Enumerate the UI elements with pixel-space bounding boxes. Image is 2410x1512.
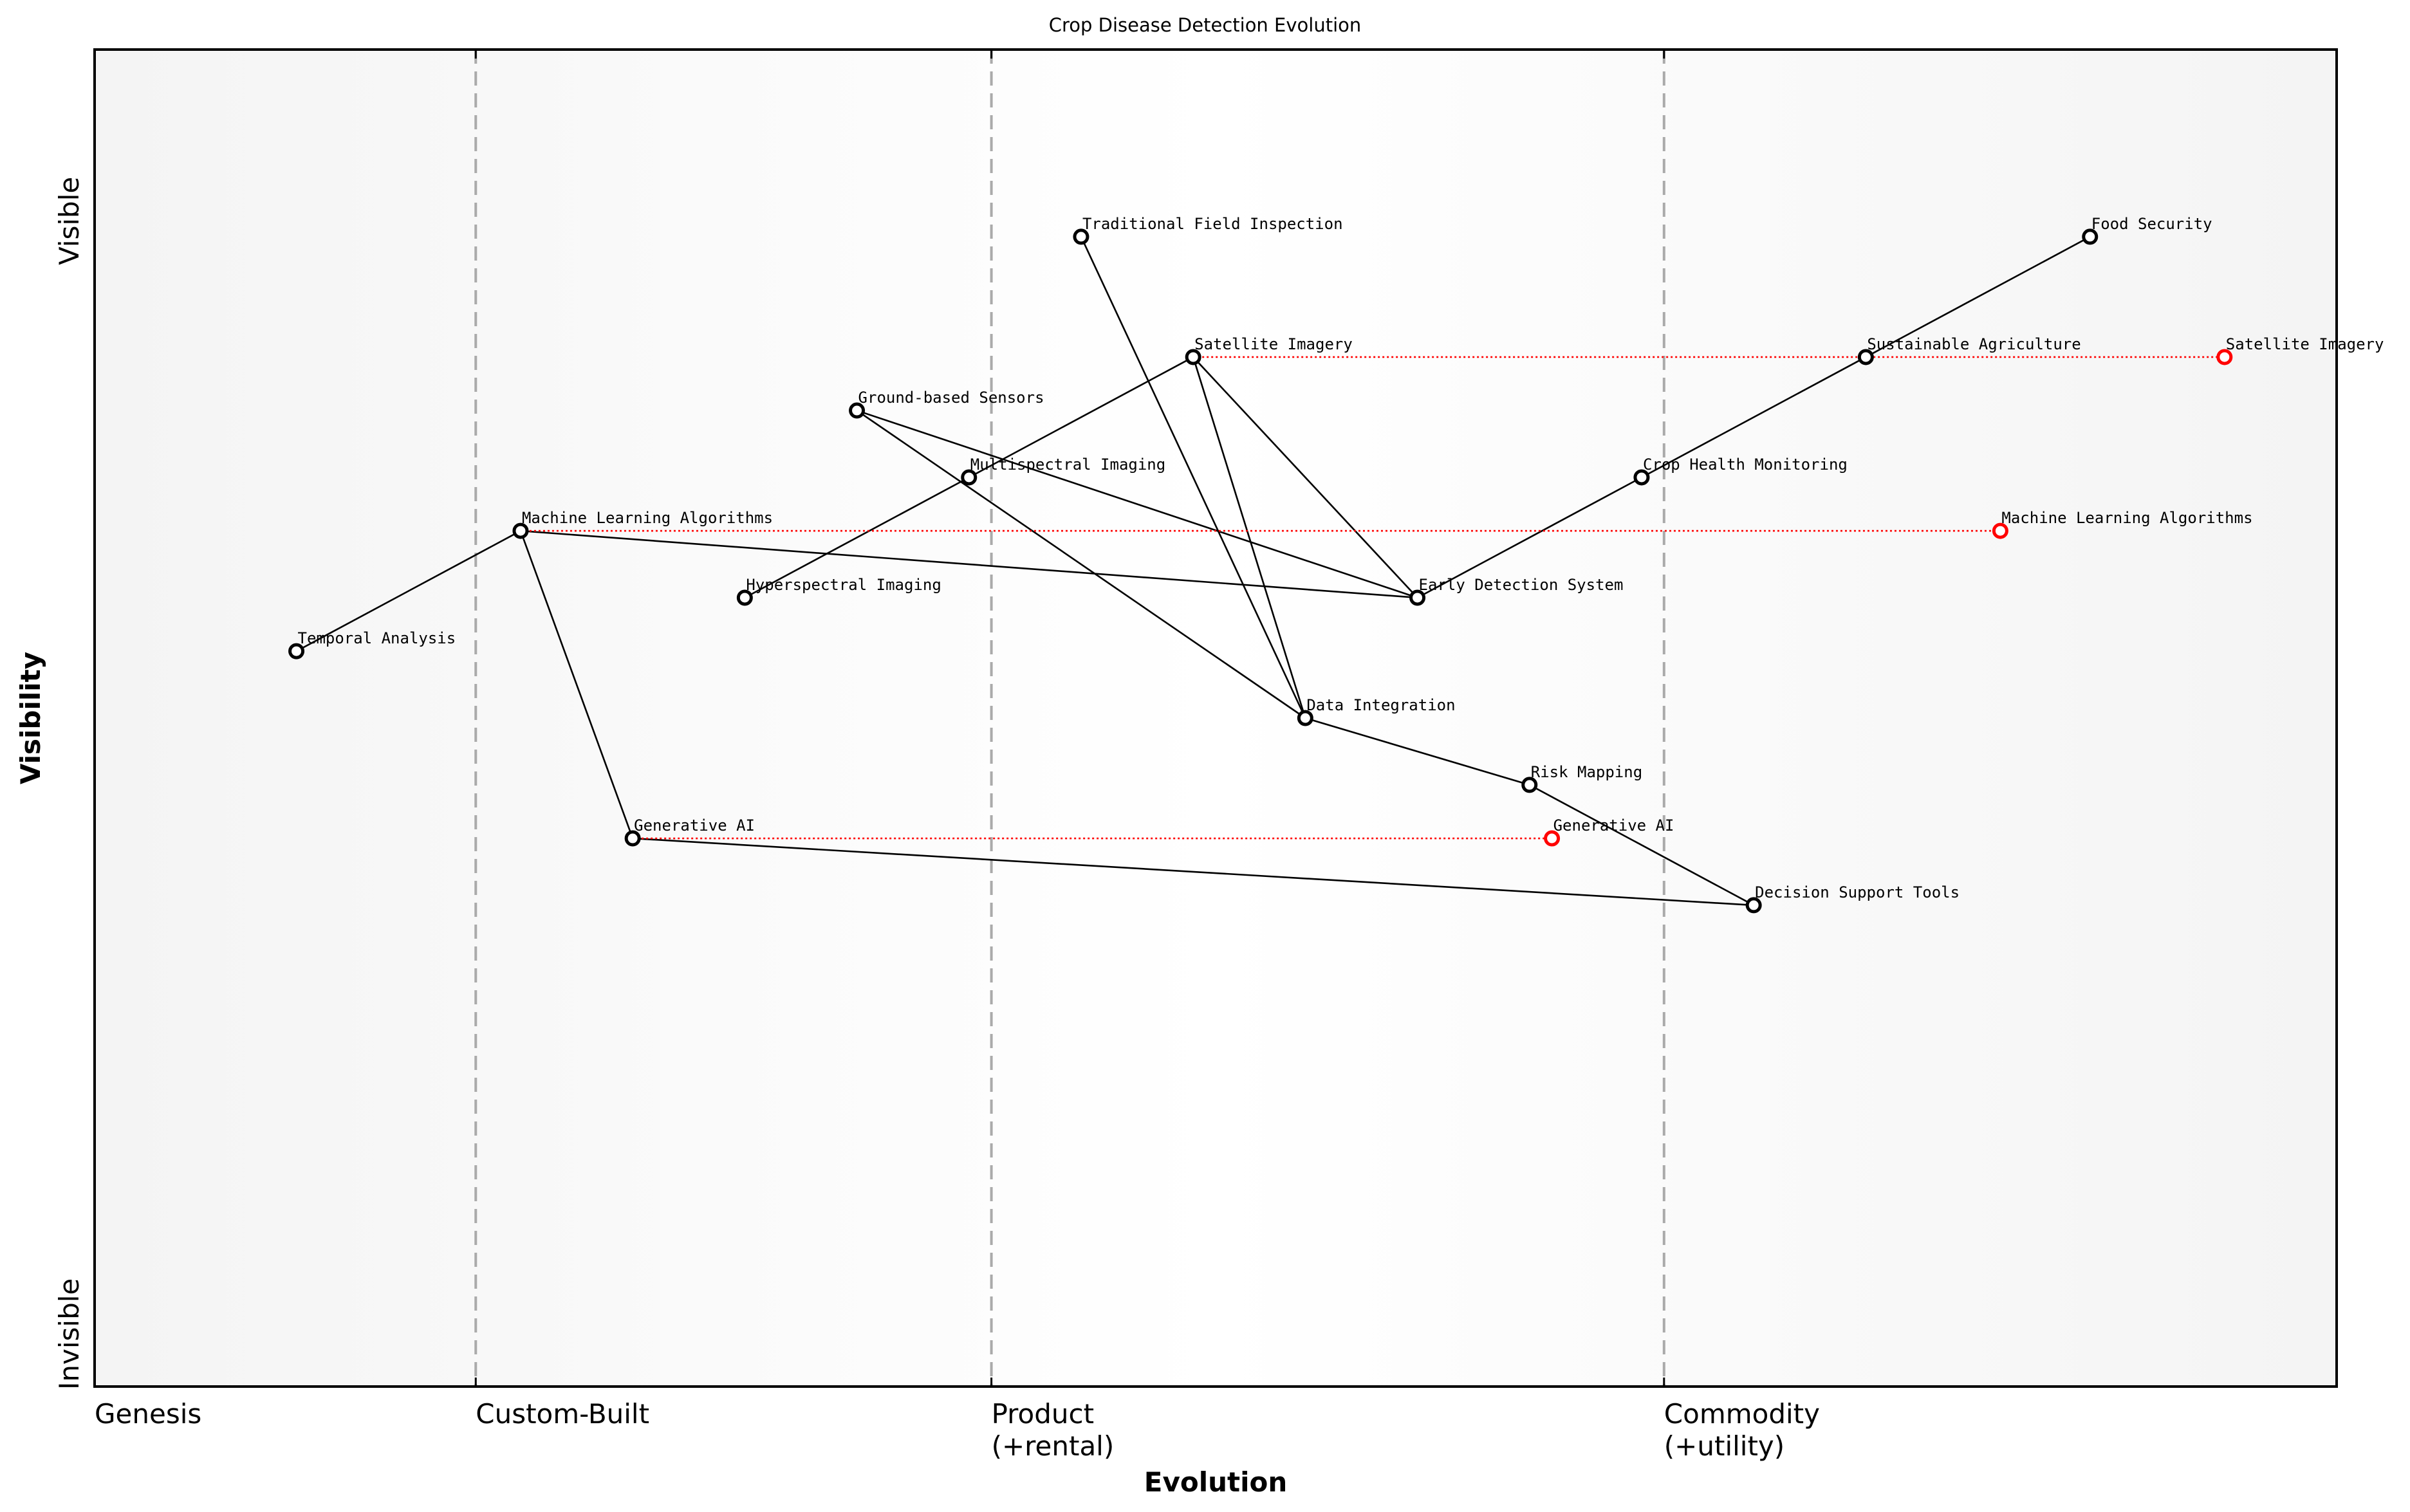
evolution-stage-labels: Genesis Custom-Built Product(+rental) Commo… [95,1398,1820,1462]
component-temporal-analysis[interactable]: Temporal Analysis [288,629,456,659]
y-top-label: Visible [53,177,85,265]
component-hyperspectral-imaging[interactable]: Hyperspectral Imaging [736,576,941,606]
component-node-icon[interactable] [1857,349,1874,365]
component-risk-mapping[interactable]: Risk Mapping [1521,763,1642,793]
link-early-detection-system-to-machine-learning-algorithms [520,530,1418,599]
component-label: Hyperspectral Imaging [746,576,941,594]
evolved-generative-ai[interactable]: Generative AI [1544,816,1674,847]
stage-label-product: Product [992,1398,1094,1430]
plot-frame [93,48,2338,1388]
chart-title: Crop Disease Detection Evolution [1048,14,1362,36]
link-risk-mapping-to-decision-support-tools [1529,784,1754,907]
link-early-detection-system-to-satellite-imagery [1192,356,1418,598]
stage-sublabel-product: (+rental) [992,1430,1115,1462]
component-label: Crop Health Monitoring [1643,456,1848,474]
stage-label-custom-built: Custom-Built [476,1398,649,1430]
component-node-icon[interactable] [1409,589,1426,606]
component-label: Temporal Analysis [298,629,456,647]
component-label: Risk Mapping [1531,763,1642,781]
component-node-icon[interactable] [849,402,866,419]
stage-sublabel-commodity: (+utility) [1664,1430,1784,1462]
component-machine-learning-algorithms[interactable]: Machine Learning Algorithms [512,509,773,539]
component-label: Generative AI [634,816,755,834]
component-food-security[interactable]: Food Security [2082,215,2212,245]
component-node-icon[interactable] [512,522,529,539]
component-node-icon[interactable] [288,643,305,659]
component-node-icon[interactable] [1073,228,1089,245]
evolution-arrows [520,356,2225,840]
component-data-integration[interactable]: Data Integration [1297,696,1456,726]
component-traditional-field-inspection[interactable]: Traditional Field Inspection [1073,215,1343,245]
link-satellite-imagery-to-multispectral-imaging [969,356,1194,479]
link-multispectral-imaging-to-hyperspectral-imaging [744,476,970,599]
component-label: Traditional Field Inspection [1082,215,1343,233]
component-label: Satellite Imagery [1194,335,1353,353]
x-axis-title: Evolution [1144,1466,1287,1498]
component-node-icon[interactable] [2082,228,2099,245]
evolved-node-icon[interactable] [1544,830,1561,847]
link-machine-learning-algorithms-to-temporal-analysis [295,530,521,652]
link-generative-ai-to-decision-support-tools [633,837,1754,907]
stage-label-genesis: Genesis [95,1398,201,1430]
dependency-links [295,235,2091,907]
plot-area [95,50,2337,1387]
link-traditional-field-inspection-to-data-integration [1080,236,1306,719]
component-decision-support-tools[interactable]: Decision Support Tools [1745,883,1960,914]
link-crop-health-monitoring-to-early-detection-system [1416,476,1642,599]
component-multispectral-imaging[interactable]: Multispectral Imaging [961,456,1165,486]
link-data-integration-to-risk-mapping [1304,717,1530,786]
stage-dividers [474,50,1665,1387]
component-label: Machine Learning Algorithms [522,509,773,527]
component-node-icon[interactable] [624,830,641,847]
components: Traditional Field Inspection Food Securit… [288,215,2384,914]
link-sustainable-agriculture-to-crop-health-monitoring [1641,356,1866,479]
component-satellite-imagery[interactable]: Satellite Imagery [1185,335,1353,365]
link-machine-learning-algorithms-to-generative-ai [519,530,634,839]
component-node-icon[interactable] [736,589,753,606]
component-generative-ai[interactable]: Generative AI [624,816,755,847]
component-crop-health-monitoring[interactable]: Crop Health Monitoring [1633,456,1848,486]
evolved-label: Satellite Imagery [2226,335,2384,353]
evolved-node-icon[interactable] [1992,522,2008,539]
component-node-icon[interactable] [1185,349,1201,365]
component-label: Sustainable Agriculture [1867,335,2081,353]
link-satellite-imagery-to-data-integration [1192,356,1306,719]
evolved-label: Generative AI [1553,816,1674,834]
component-label: Food Security [2091,215,2212,233]
component-early-detection-system[interactable]: Early Detection System [1409,576,1624,606]
component-label: Multispectral Imaging [970,456,1165,474]
evolved-machine-learning-algorithms[interactable]: Machine Learning Algorithms [1992,509,2253,539]
stage-label-commodity: Commodity [1664,1398,1820,1430]
component-label: Early Detection System [1419,576,1624,594]
component-node-icon[interactable] [1521,777,1538,793]
evolved-node-icon[interactable] [2216,349,2233,365]
component-label: Ground-based Sensors [858,389,1044,407]
component-node-icon[interactable] [961,469,978,486]
component-node-icon[interactable] [1297,710,1313,726]
component-label: Data Integration [1306,696,1455,714]
link-early-detection-system-to-ground-based-sensors [857,409,1418,599]
component-node-icon[interactable] [1745,897,1762,914]
y-bottom-label: Invisible [53,1278,85,1390]
component-ground-based-sensors[interactable]: Ground-based Sensors [849,389,1044,419]
link-food-security-to-sustainable-agriculture [1865,235,2091,358]
component-node-icon[interactable] [1633,469,1650,486]
link-ground-based-sensors-to-data-integration [856,409,1306,719]
y-axis-title: Visibility [15,652,46,784]
evolved-satellite-imagery[interactable]: Satellite Imagery [2216,335,2384,365]
component-sustainable-agriculture[interactable]: Sustainable Agriculture [1857,335,2081,365]
evolved-label: Machine Learning Algorithms [2001,509,2252,527]
component-label: Decision Support Tools [1755,883,1960,901]
